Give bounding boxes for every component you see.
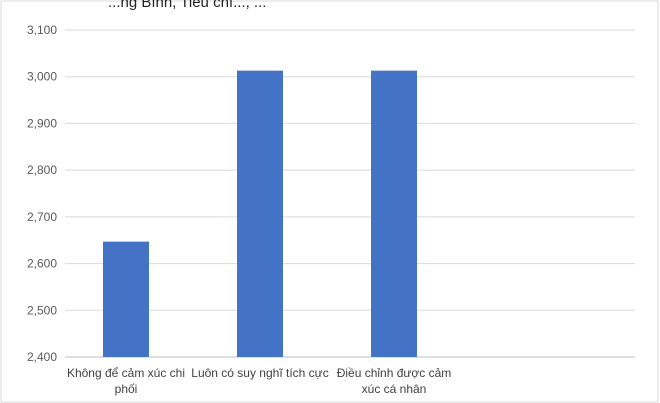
- x-axis: Không để cảm xúc chi phối Luôn có suy nghĩ…: [67, 366, 451, 396]
- bar: [103, 241, 149, 357]
- gridlines: [65, 29, 635, 358]
- y-tick-label: 2,400: [27, 350, 57, 364]
- y-tick-label: 3,000: [27, 70, 57, 84]
- bars: [103, 70, 417, 358]
- y-tick-label: 3,100: [27, 23, 57, 37]
- cropped-header-text: ...ng Bình, Tiêu chí..., ...: [108, 0, 266, 11]
- y-tick-label: 2,700: [27, 210, 57, 224]
- y-tick-label: 2,900: [27, 116, 57, 130]
- y-tick-label: 2,800: [27, 163, 57, 177]
- bar: [371, 70, 417, 358]
- y-tick-label: 2,500: [27, 303, 57, 317]
- x-category-label: Không để cảm xúc chi phối: [67, 366, 185, 396]
- y-axis: 2,400 2,500 2,600 2,700 2,800 2,900 3,000 3,100: [27, 23, 57, 364]
- bar: [237, 70, 283, 358]
- x-category-label: Luôn có suy nghĩ tích cực: [191, 366, 328, 380]
- x-category-label: Điều chỉnh được cảm xúc cá nhân: [337, 366, 452, 396]
- y-tick-label: 2,600: [27, 257, 57, 271]
